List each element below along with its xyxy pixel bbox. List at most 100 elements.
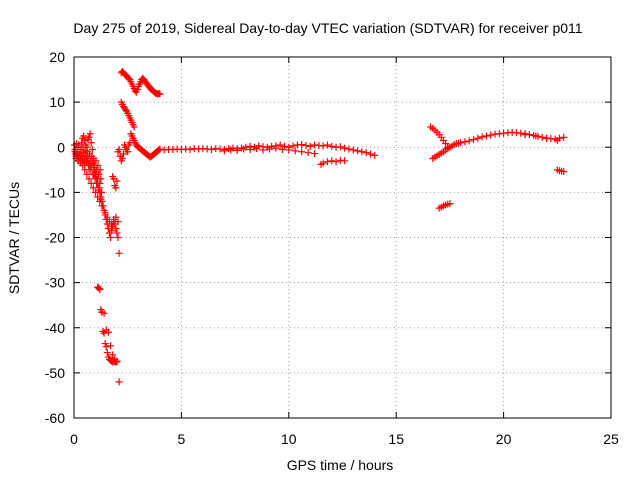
data-point <box>82 152 90 160</box>
data-point <box>465 137 473 145</box>
data-point <box>543 134 551 142</box>
data-point <box>233 146 241 154</box>
x-axis-label: GPS time / hours <box>287 457 394 473</box>
data-point <box>112 224 120 232</box>
data-point <box>560 168 568 176</box>
x-tick-label: 10 <box>281 431 297 447</box>
data-point <box>80 132 88 140</box>
chart-title: Day 275 of 2019, Sidereal Day-to-day VTE… <box>73 20 582 36</box>
data-point <box>112 184 120 192</box>
data-point <box>306 142 314 150</box>
data-point <box>323 158 331 166</box>
data-point <box>323 141 331 149</box>
data-point <box>319 159 327 167</box>
x-tick-label: 0 <box>70 431 78 447</box>
y-tick-label: -10 <box>45 184 65 200</box>
data-point <box>99 202 107 210</box>
data-point <box>220 147 228 155</box>
data-point <box>102 343 110 351</box>
data-point <box>109 351 117 359</box>
data-point <box>240 145 248 153</box>
data-point <box>186 146 194 154</box>
data-point <box>103 213 111 221</box>
data-point <box>81 136 89 144</box>
data-point <box>156 145 164 153</box>
data-point <box>474 134 482 142</box>
data-point <box>96 285 104 293</box>
data-point <box>113 177 121 185</box>
data-point <box>89 161 97 169</box>
data-point <box>114 234 122 241</box>
data-point <box>99 327 107 335</box>
data-point <box>336 143 344 151</box>
data-point <box>272 144 280 152</box>
data-point <box>85 175 93 183</box>
data-point <box>95 186 103 194</box>
data-point <box>115 378 123 386</box>
data-point <box>349 146 357 154</box>
x-tick-label: 25 <box>603 431 619 447</box>
data-point <box>332 158 340 166</box>
data-point <box>115 249 123 257</box>
data-point <box>119 150 127 158</box>
data-point <box>112 213 120 221</box>
data-point <box>112 358 120 366</box>
data-point <box>108 227 116 235</box>
data-point <box>371 151 379 159</box>
data-point <box>478 133 486 141</box>
data-point <box>553 136 561 144</box>
data-point <box>103 349 111 357</box>
x-tick-label: 20 <box>496 431 512 447</box>
x-axis-ticks: 0 5 10 15 20 25 <box>70 57 619 447</box>
data-point <box>358 148 366 156</box>
data-point <box>90 170 98 178</box>
data-point <box>560 133 568 141</box>
data-point <box>362 149 370 157</box>
grid-lines <box>74 57 611 418</box>
data-point <box>538 133 546 141</box>
data-point <box>115 146 123 154</box>
x-tick-label: 15 <box>388 431 404 447</box>
data-point <box>83 143 91 151</box>
data-point <box>341 157 349 165</box>
data-point <box>285 146 293 154</box>
y-tick-label: -30 <box>45 275 65 291</box>
data-point <box>442 140 450 148</box>
data-point <box>101 340 109 348</box>
data-point <box>446 200 454 208</box>
data-point <box>130 123 138 131</box>
data-point <box>246 146 254 154</box>
data-point <box>83 170 91 178</box>
data-point <box>487 131 495 139</box>
data-point <box>276 141 284 149</box>
data-point <box>345 145 353 153</box>
data-point <box>93 179 101 187</box>
data-point <box>291 147 299 155</box>
data-point <box>298 141 306 149</box>
data-point <box>311 150 319 158</box>
data-point <box>133 85 141 93</box>
data-point <box>107 234 115 241</box>
data-point <box>85 133 93 141</box>
y-axis-ticks: -60 -50 -40 -30 -20 -10 0 10 20 <box>45 49 611 426</box>
data-point <box>88 146 96 154</box>
data-point <box>328 142 336 150</box>
y-tick-label: 10 <box>49 94 65 110</box>
data-point <box>302 141 310 149</box>
y-tick-label: -20 <box>45 230 65 246</box>
data-point <box>104 328 112 336</box>
data-point <box>71 148 79 156</box>
data-point <box>113 229 121 237</box>
data-point <box>265 145 273 153</box>
data-point <box>319 142 327 150</box>
data-point <box>75 150 83 158</box>
data-point <box>304 149 312 157</box>
data-point <box>278 146 286 154</box>
data-point <box>253 145 261 153</box>
data-point <box>289 142 297 150</box>
data-point <box>80 157 88 165</box>
data-point <box>521 131 529 139</box>
y-tick-label: -60 <box>45 410 65 426</box>
data-point <box>95 284 103 292</box>
data-point <box>88 157 96 165</box>
